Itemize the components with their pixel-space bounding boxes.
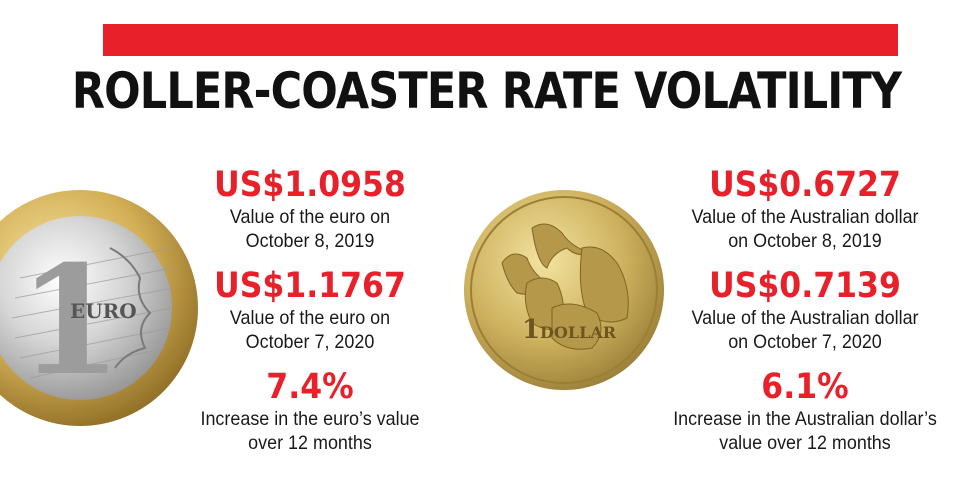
aud-stat-2020: US$0.7139 Value of the Australian dollar… <box>655 266 955 354</box>
aud-desc-2020-line2: on October 7, 2020 <box>728 331 882 353</box>
euro-change-line1: Increase in the euro’s value <box>200 408 420 430</box>
aud-desc-2020-line1: Value of the Australian dollar <box>691 307 919 329</box>
euro-desc-2019-line1: Value of the euro on <box>229 206 391 228</box>
page-title: ROLLER-COASTER RATE VOLATILITY <box>71 62 902 120</box>
aud-value-2020: US$0.7139 <box>709 266 901 306</box>
aud-coin-numeral: 1 <box>522 315 540 345</box>
euro-stat-2019: US$1.0958 Value of the euro on October 8… <box>190 165 430 253</box>
aud-change-percent: 6.1% <box>761 367 849 407</box>
euro-value-2020: US$1.1767 <box>214 266 406 306</box>
aud-change-line1: Increase in the Australian dollar’s <box>673 408 937 430</box>
aud-stat-2019: US$0.6727 Value of the Australian dollar… <box>655 165 955 253</box>
aud-value-2019: US$0.6727 <box>709 165 901 205</box>
aud-desc-2019-line2: on October 8, 2019 <box>728 230 882 252</box>
australian-dollar-coin-icon: 1 DOLLAR <box>462 188 667 398</box>
euro-desc-2020-line2: October 7, 2020 <box>245 331 375 353</box>
euro-coin-numeral: 1 <box>18 233 122 409</box>
euro-desc-2020-line1: Value of the euro on <box>229 307 391 329</box>
aud-coin-label: DOLLAR <box>540 323 617 342</box>
aud-stat-change: 6.1% Increase in the Australian dollar’s… <box>640 367 970 455</box>
euro-change-line2: over 12 months <box>248 432 372 454</box>
euro-change-percent: 7.4% <box>266 367 354 407</box>
header-accent-bar <box>103 24 898 56</box>
euro-coin-label: EURO <box>70 299 137 323</box>
euro-desc-2019-line2: October 8, 2019 <box>245 230 375 252</box>
euro-stat-2020: US$1.1767 Value of the euro on October 7… <box>190 266 430 354</box>
euro-value-2019: US$1.0958 <box>214 165 406 205</box>
aud-change-line2: value over 12 months <box>719 432 891 454</box>
euro-stat-change: 7.4% Increase in the euro’s value over 1… <box>170 367 450 455</box>
aud-desc-2019-line1: Value of the Australian dollar <box>691 206 919 228</box>
euro-coin-icon: 1 EURO <box>0 188 200 433</box>
